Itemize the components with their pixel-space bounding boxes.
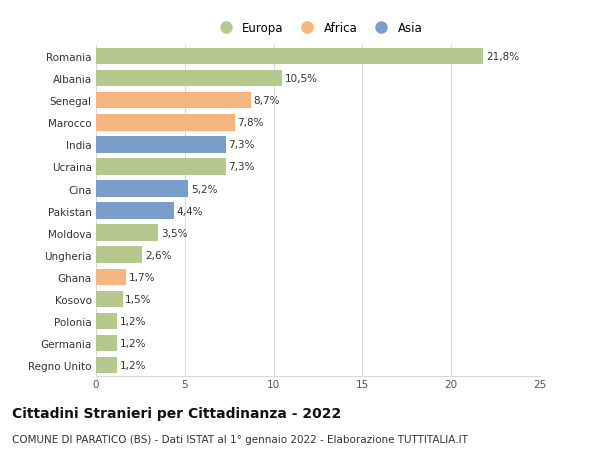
Text: 4,4%: 4,4% xyxy=(177,206,203,216)
Text: 3,5%: 3,5% xyxy=(161,228,187,238)
Text: COMUNE DI PARATICO (BS) - Dati ISTAT al 1° gennaio 2022 - Elaborazione TUTTITALI: COMUNE DI PARATICO (BS) - Dati ISTAT al … xyxy=(12,434,468,444)
Text: 1,5%: 1,5% xyxy=(125,294,152,304)
Bar xyxy=(96,71,283,87)
Bar xyxy=(96,115,235,131)
Text: 1,7%: 1,7% xyxy=(129,272,155,282)
Text: 7,3%: 7,3% xyxy=(229,140,255,150)
Bar xyxy=(96,49,483,65)
Text: 1,2%: 1,2% xyxy=(120,316,146,326)
Text: Cittadini Stranieri per Cittadinanza - 2022: Cittadini Stranieri per Cittadinanza - 2… xyxy=(12,406,341,420)
Bar xyxy=(96,181,188,197)
Text: 21,8%: 21,8% xyxy=(486,52,519,62)
Bar xyxy=(96,247,142,263)
Text: 8,7%: 8,7% xyxy=(253,96,280,106)
Bar xyxy=(96,269,126,285)
Text: 7,8%: 7,8% xyxy=(237,118,263,128)
Bar xyxy=(96,225,158,241)
Legend: Europa, Africa, Asia: Europa, Africa, Asia xyxy=(209,17,427,39)
Text: 2,6%: 2,6% xyxy=(145,250,172,260)
Text: 7,3%: 7,3% xyxy=(229,162,255,172)
Text: 5,2%: 5,2% xyxy=(191,184,218,194)
Text: 1,2%: 1,2% xyxy=(120,338,146,348)
Text: 1,2%: 1,2% xyxy=(120,360,146,370)
Bar xyxy=(96,335,118,352)
Bar xyxy=(96,313,118,330)
Bar xyxy=(96,93,251,109)
Text: 10,5%: 10,5% xyxy=(285,74,318,84)
Bar xyxy=(96,357,118,374)
Bar xyxy=(96,291,122,308)
Bar xyxy=(96,159,226,175)
Bar xyxy=(96,137,226,153)
Bar xyxy=(96,203,174,219)
